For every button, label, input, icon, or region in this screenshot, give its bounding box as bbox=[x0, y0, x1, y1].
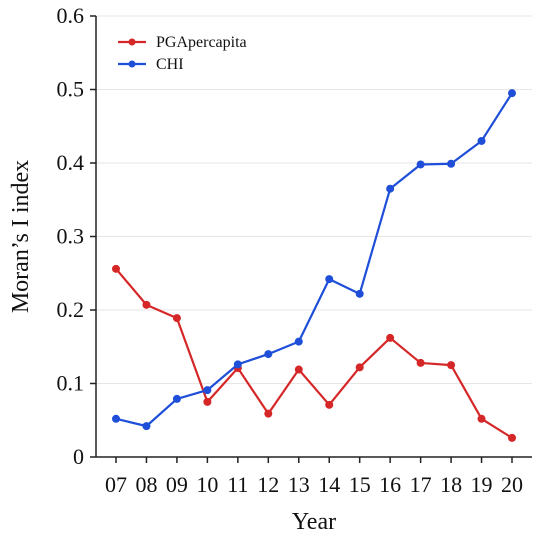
data-series bbox=[112, 89, 516, 442]
grid-lines bbox=[96, 15, 532, 384]
data-point bbox=[477, 414, 486, 423]
y-tick-label: 0.5 bbox=[57, 77, 85, 102]
data-point bbox=[264, 409, 273, 418]
data-point bbox=[447, 159, 456, 168]
data-point bbox=[112, 414, 120, 423]
legend-item: PGApercapita bbox=[118, 34, 247, 51]
x-tick-label: 14 bbox=[318, 472, 340, 497]
y-tick-label: 0 bbox=[73, 444, 84, 469]
legend: PGApercapita CHI bbox=[118, 34, 247, 73]
data-point bbox=[203, 386, 212, 395]
y-tick-label: 0.4 bbox=[57, 150, 85, 175]
x-tick-label: 16 bbox=[379, 472, 401, 497]
data-point bbox=[416, 160, 425, 169]
data-point bbox=[142, 300, 151, 309]
series-pgapercapita bbox=[112, 264, 516, 442]
data-point bbox=[112, 264, 120, 273]
data-point bbox=[325, 400, 334, 409]
y-tick-label: 0.3 bbox=[57, 224, 85, 249]
x-tick-label: 20 bbox=[501, 472, 523, 497]
x-tick-label: 10 bbox=[196, 472, 218, 497]
x-tick-label: 09 bbox=[166, 472, 188, 497]
x-tick-label: 12 bbox=[257, 472, 279, 497]
legend-swatch-marker bbox=[128, 60, 136, 68]
data-point bbox=[264, 350, 273, 359]
x-tick-label: 11 bbox=[227, 472, 248, 497]
axis-ticks: 0 0.1 0.2 0.3 0.4 0.5 0.6 07 08 09 10 11 12 13 14 15 16 1… bbox=[57, 3, 524, 497]
data-point bbox=[142, 422, 151, 431]
data-point bbox=[386, 333, 395, 342]
legend-label: CHI bbox=[156, 56, 184, 73]
x-tick-label: 19 bbox=[471, 472, 493, 497]
data-point bbox=[233, 360, 242, 369]
data-point bbox=[355, 363, 364, 372]
x-tick-label: 18 bbox=[440, 472, 462, 497]
y-tick-label: 0.1 bbox=[57, 371, 85, 396]
data-point bbox=[172, 394, 181, 403]
data-point bbox=[325, 275, 334, 284]
x-tick-label: 08 bbox=[135, 472, 157, 497]
data-point bbox=[172, 314, 181, 323]
data-point bbox=[294, 337, 303, 346]
data-point bbox=[508, 433, 516, 442]
data-point bbox=[294, 365, 303, 374]
data-point bbox=[447, 361, 456, 370]
series-chi bbox=[112, 89, 516, 431]
legend-swatch-marker bbox=[128, 38, 136, 46]
data-point bbox=[416, 358, 425, 367]
x-tick-label: 07 bbox=[105, 472, 127, 497]
x-tick-label: 15 bbox=[349, 472, 371, 497]
x-tick-label: 17 bbox=[410, 472, 432, 497]
x-tick-label: 13 bbox=[288, 472, 310, 497]
data-point bbox=[386, 184, 395, 193]
series-line bbox=[115, 268, 513, 439]
data-point bbox=[477, 136, 486, 145]
y-tick-label: 0.2 bbox=[57, 297, 85, 322]
y-axis-title: Moran’s I index bbox=[8, 160, 34, 313]
legend-label: PGApercapita bbox=[156, 34, 247, 51]
x-axis-title: Year bbox=[292, 509, 336, 535]
legend-item: CHI bbox=[118, 56, 184, 73]
y-tick-label: 0.6 bbox=[57, 3, 85, 28]
data-point bbox=[355, 289, 364, 298]
data-point bbox=[508, 89, 516, 98]
series-line bbox=[115, 92, 513, 428]
data-point bbox=[203, 397, 212, 406]
